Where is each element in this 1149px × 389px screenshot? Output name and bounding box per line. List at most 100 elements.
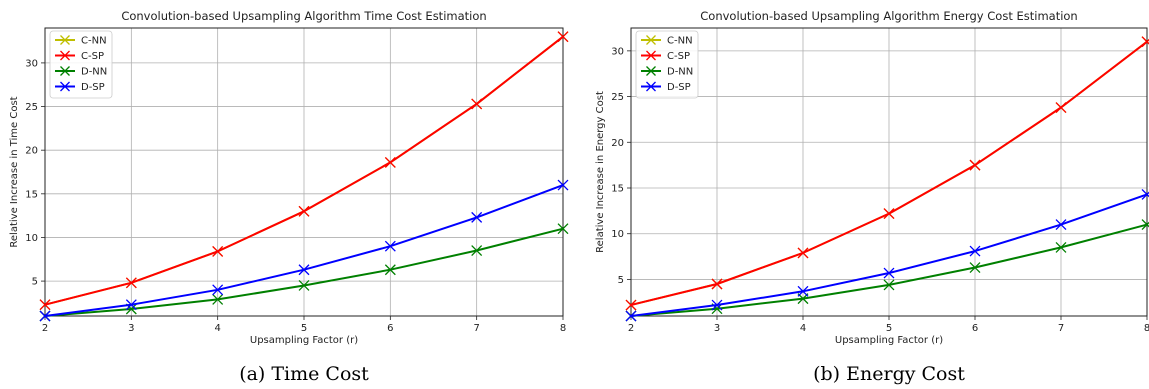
x-tick-label: 4 — [800, 323, 806, 334]
x-tick-label: 2 — [628, 323, 634, 334]
legend-label: C-SP — [81, 51, 104, 62]
legend-item-d-sp: D-SP — [641, 81, 691, 93]
x-tick-label: 8 — [1144, 323, 1149, 334]
legend-item-d-nn: D-NN — [641, 66, 693, 78]
series-d-sp — [625, 188, 1149, 322]
data-point-marker — [625, 310, 637, 322]
legend-swatch-marker — [60, 35, 70, 45]
data-point-marker — [471, 98, 483, 110]
y-tick-label: 20 — [611, 138, 624, 149]
legend-swatch-marker — [60, 50, 70, 61]
legend-swatch-marker — [60, 81, 70, 92]
y-tick-label: 15 — [611, 184, 624, 195]
data-point-marker — [39, 299, 51, 311]
legend-item-c-sp: C-SP — [641, 50, 690, 62]
legend-item-c-nn: C-NN — [641, 35, 693, 47]
series-c-nn — [625, 36, 1149, 311]
legend-label: D-NN — [667, 67, 693, 78]
chart-title: Convolution-based Upsampling Algorithm T… — [121, 9, 486, 23]
legend-label: C-NN — [81, 36, 107, 47]
legend-swatch-marker — [646, 50, 656, 61]
y-tick-label: 10 — [25, 233, 38, 244]
data-point-marker — [969, 262, 981, 274]
panel-caption: (a) Time Cost — [239, 363, 369, 385]
data-point-marker — [212, 293, 224, 305]
legend-item-d-sp: D-SP — [55, 81, 105, 93]
data-point-marker — [1141, 36, 1149, 48]
data-point-marker — [557, 179, 569, 191]
data-point-marker — [298, 264, 310, 276]
x-tick-label: 3 — [714, 323, 720, 334]
y-tick-label: 30 — [611, 46, 624, 57]
x-tick-label: 5 — [886, 323, 892, 334]
data-point-marker — [298, 279, 310, 291]
y-axis-label: Relative Increase in Energy Cost — [595, 91, 606, 253]
series-c-sp — [39, 31, 569, 311]
data-point-marker — [39, 310, 51, 322]
legend-item-c-nn: C-NN — [55, 35, 107, 47]
data-point-marker — [384, 240, 396, 252]
chart-panel-energy-cost: Convolution-based Upsampling Algorithm E… — [595, 9, 1149, 385]
y-tick-label: 5 — [32, 277, 38, 288]
x-tick-label: 4 — [214, 323, 220, 334]
legend-label: D-SP — [667, 82, 691, 93]
data-point-marker — [711, 299, 723, 311]
x-tick-label: 7 — [473, 323, 479, 334]
data-point-marker — [212, 284, 224, 296]
y-tick-label: 30 — [25, 58, 38, 69]
data-point-marker — [797, 247, 809, 259]
legend-label: D-SP — [81, 82, 105, 93]
data-point-marker — [883, 267, 895, 279]
y-tick-label: 25 — [611, 92, 624, 103]
data-point-marker — [1055, 219, 1067, 231]
legend-swatch-marker — [60, 66, 70, 76]
data-point-marker — [1141, 219, 1149, 231]
data-point-marker — [797, 285, 809, 297]
x-tick-label: 7 — [1058, 323, 1064, 334]
legend-swatch-marker — [646, 66, 656, 76]
y-tick-label: 20 — [25, 146, 38, 157]
panel-caption: (b) Energy Cost — [813, 363, 965, 385]
legend-box — [635, 30, 699, 99]
data-point-marker — [883, 208, 895, 220]
series-d-sp — [39, 179, 569, 322]
x-tick-label: 3 — [128, 323, 134, 334]
legend-label: C-SP — [667, 51, 690, 62]
legend-swatch-marker — [646, 35, 656, 45]
chart-panel-time-cost: Convolution-based Upsampling Algorithm T… — [9, 9, 569, 385]
x-axis-label: Upsampling Factor (r) — [250, 335, 358, 346]
y-tick-label: 15 — [25, 189, 38, 200]
legend-label: C-NN — [667, 36, 693, 47]
data-point-marker — [384, 264, 396, 276]
data-point-marker — [969, 245, 981, 257]
series-c-sp — [625, 36, 1149, 311]
data-point-marker — [471, 245, 483, 257]
y-tick-label: 25 — [25, 102, 38, 113]
data-point-marker — [298, 205, 310, 217]
chart-title: Convolution-based Upsampling Algorithm E… — [700, 9, 1077, 23]
data-point-marker — [384, 156, 396, 168]
legend-item-d-nn: D-NN — [55, 66, 107, 78]
data-point-marker — [557, 223, 569, 235]
data-point-marker — [883, 279, 895, 291]
data-point-marker — [1141, 188, 1149, 200]
data-point-marker — [1055, 102, 1067, 114]
legend-label: D-NN — [81, 67, 107, 78]
x-axis-label: Upsampling Factor (r) — [835, 335, 943, 346]
data-point-marker — [212, 245, 224, 257]
data-point-marker — [471, 211, 483, 223]
data-point-marker — [625, 299, 637, 311]
data-point-marker — [557, 31, 569, 43]
y-tick-label: 5 — [618, 275, 624, 286]
x-tick-label: 2 — [42, 323, 48, 334]
x-tick-label: 6 — [972, 323, 978, 334]
data-point-marker — [711, 278, 723, 290]
data-point-marker — [969, 159, 981, 171]
data-point-marker — [125, 277, 137, 289]
legend-item-c-sp: C-SP — [55, 50, 104, 62]
data-point-marker — [1055, 241, 1067, 253]
legend-swatch-marker — [646, 81, 656, 92]
legend-box — [49, 30, 113, 99]
y-axis-label: Relative Increase in Time Cost — [9, 96, 20, 247]
